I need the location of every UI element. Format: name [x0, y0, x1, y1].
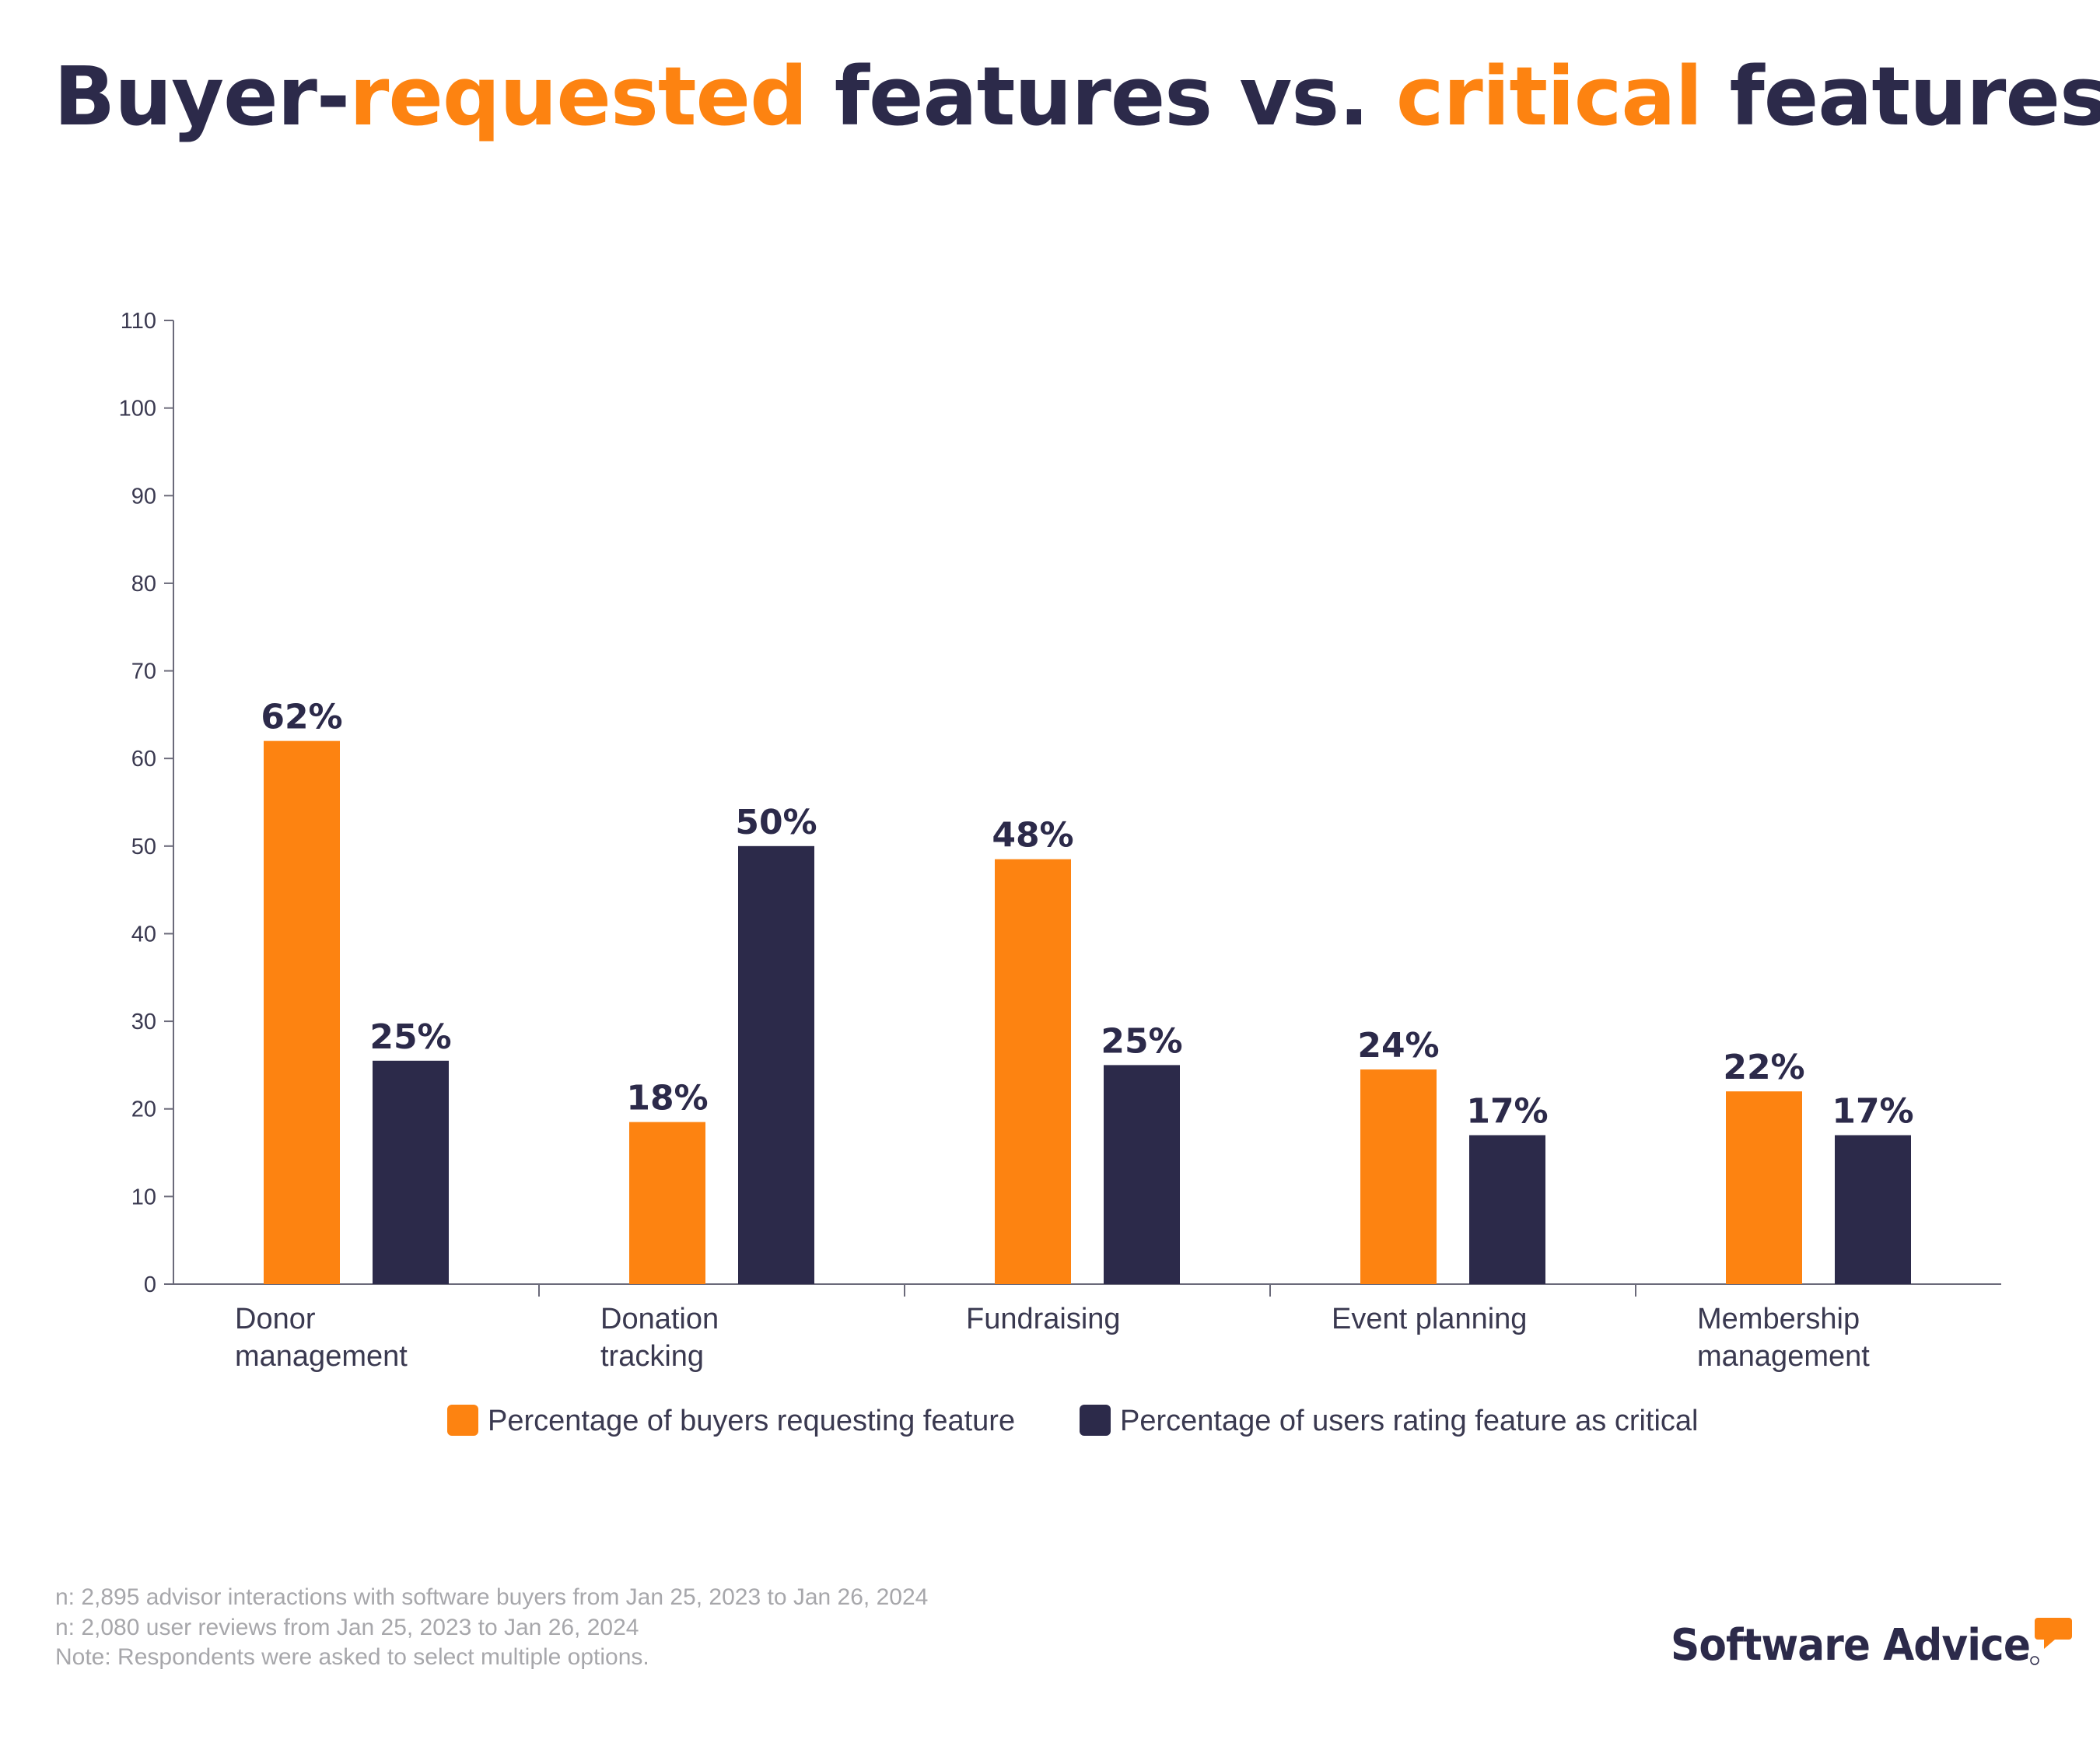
footnote: n: 2,080 user reviews from Jan 25, 2023 … — [55, 1614, 639, 1640]
footnotes: n: 2,895 advisor interactions with softw… — [55, 1583, 928, 1673]
bar — [1469, 1135, 1545, 1284]
title-part: Buyer- — [54, 49, 350, 144]
bar — [373, 1060, 449, 1284]
y-tick-label: 90 — [131, 484, 156, 509]
x-category-label: tracking — [600, 1340, 704, 1373]
y-tick-label: 80 — [131, 572, 156, 597]
title-part: features — [1702, 49, 2100, 144]
y-tick-label: 30 — [131, 1010, 156, 1034]
y-tick-label: 20 — [131, 1097, 156, 1122]
y-tick-label: 100 — [119, 397, 156, 422]
y-tick-label: 70 — [131, 660, 156, 684]
registered-mark-icon — [2030, 1656, 2039, 1665]
data-label: 24% — [1357, 1026, 1439, 1066]
legend-swatch — [447, 1405, 478, 1436]
x-category-label: Membership — [1697, 1303, 1860, 1335]
data-label: 25% — [1101, 1021, 1182, 1061]
data-label: 17% — [1832, 1092, 1913, 1132]
y-tick-label: 0 — [144, 1272, 156, 1297]
bar — [629, 1122, 705, 1284]
legend-label: Percentage of buyers requesting feature — [488, 1405, 1015, 1437]
x-category-label: Fundraising — [966, 1303, 1121, 1335]
bar — [1835, 1135, 1911, 1284]
y-tick-label: 40 — [131, 922, 156, 947]
x-category-label: management — [1697, 1340, 1870, 1373]
bar — [995, 859, 1071, 1284]
speech-bubble-icon — [2035, 1618, 2072, 1649]
logo-wordmark: Software Advice — [1671, 1620, 2030, 1671]
data-label: 25% — [369, 1017, 451, 1057]
footnote: n: 2,895 advisor interactions with softw… — [55, 1584, 929, 1610]
chart-title: Buyer-requested features vs. critical fe… — [54, 48, 2100, 145]
data-label: 62% — [261, 698, 342, 737]
bar — [1726, 1091, 1802, 1284]
bar — [264, 740, 340, 1284]
bar — [1104, 1065, 1180, 1284]
x-category-label: Donor — [235, 1303, 316, 1335]
y-tick-label: 50 — [131, 835, 156, 859]
y-tick-label: 110 — [121, 309, 156, 334]
data-label: 18% — [626, 1079, 708, 1118]
y-tick-label: 60 — [131, 747, 156, 772]
y-tick-label: 10 — [131, 1185, 156, 1209]
x-category-label: Donation — [600, 1303, 719, 1335]
data-label: 22% — [1723, 1048, 1804, 1087]
bar — [738, 845, 814, 1284]
x-category-label: management — [235, 1340, 408, 1373]
title-part-highlight: requested — [349, 49, 807, 144]
title-part: features vs. — [807, 49, 1396, 144]
bar-chart: 0 10 20 30 40 50 60 70 80 90 100 110 62% 25% Donor mana… — [119, 309, 2001, 1437]
data-label: 50% — [735, 803, 817, 842]
software-advice-logo: Software Advice — [1671, 1618, 2072, 1671]
x-category-label: Event planning — [1332, 1303, 1527, 1335]
footnote: Note: Respondents were asked to select m… — [55, 1644, 649, 1670]
title-part-highlight: critical — [1395, 49, 1703, 144]
legend-swatch — [1080, 1405, 1111, 1436]
bar — [1360, 1069, 1437, 1284]
data-label: 17% — [1466, 1092, 1548, 1132]
legend-label: Percentage of users rating feature as cr… — [1120, 1405, 1699, 1437]
data-label: 48% — [992, 816, 1073, 856]
